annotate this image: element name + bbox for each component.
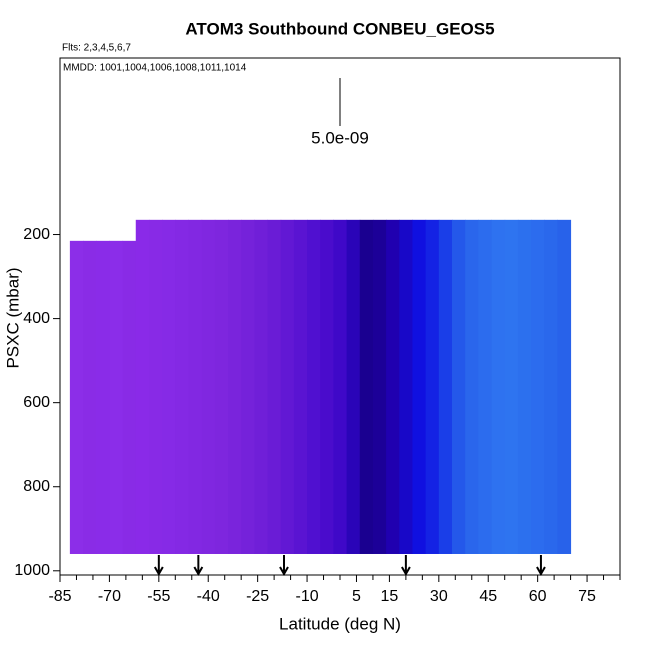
curtain-cell [228,219,242,554]
curtain-cell [359,219,374,554]
curtain-cell [280,219,295,554]
arrow-marker [536,555,546,577]
curtain-cell [438,219,453,554]
curtain-cell [267,219,282,554]
x-tick-label: 75 [578,588,596,605]
curtain-cell [83,240,97,554]
y-tick-label: 400 [23,310,50,327]
y-tick-label: 200 [23,226,50,243]
curtain-cell [188,219,203,554]
x-tick-label: 5 [352,588,361,605]
curtain-cell [201,219,216,554]
curtain-cell [320,219,334,554]
curtain-cell [425,219,440,554]
arrow-marker [279,555,289,577]
x-tick-label: -25 [246,588,269,605]
arrow-marker [401,555,411,577]
curtain-cell [241,219,255,554]
x-axis-label: Latitude (deg N) [279,614,401,633]
x-tick-label: -70 [98,588,121,605]
x-tick-label: 60 [529,588,547,605]
y-axis-label: PSXC (mbar) [3,267,22,368]
x-tick-label: -55 [147,588,170,605]
curtain-cell [307,219,321,554]
annotation: MMDD: 1001,1004,1006,1008,1011,1014 [63,63,247,74]
subtitle: Flts: 2,3,4,5,6,7 [62,43,131,54]
curtain-cell [504,219,519,554]
curtain-cell [346,219,361,554]
x-tick-label: 15 [381,588,399,605]
curtain-cell [214,219,229,554]
curtain-cell [372,219,387,554]
x-tick-label: 45 [479,588,497,605]
curtain-cell [478,219,493,554]
curtain-cell [465,219,479,554]
x-tick-label: -85 [48,588,71,605]
curtain-cell [544,219,558,554]
curtain-cell [109,240,124,554]
curtain-cell [399,219,413,554]
curtain-cell [175,219,189,554]
curtain-cell [122,240,137,554]
x-tick-label: -10 [295,588,318,605]
x-tick-label: -40 [197,588,220,605]
curtain-cell [517,219,532,554]
y-tick-label: 1000 [14,562,50,579]
curtain-cell [148,219,163,554]
curtain-cell [254,219,269,554]
y-tick-label: 800 [23,478,50,495]
arrow-marker [193,555,204,577]
arrow-marker [153,555,164,577]
x-tick-label: 30 [430,588,448,605]
curtain-cell [162,219,176,554]
curtain-cell [386,219,400,554]
scale-label: 5.0e-09 [311,128,369,147]
curtain-cell [557,219,572,554]
curtain-cell [96,240,110,554]
curtain-cell [135,219,150,554]
chart-title: ATOM3 Southbound CONBEU_GEOS5 [185,19,494,38]
curtain-cell [333,219,348,554]
curtain-cell [293,219,308,554]
curtain-cell [69,240,84,554]
y-tick-label: 600 [23,394,50,411]
curtain-cell [452,219,466,554]
curtain-cell [412,219,427,554]
curtain-cell [491,219,506,554]
curtain-cell [531,219,545,554]
